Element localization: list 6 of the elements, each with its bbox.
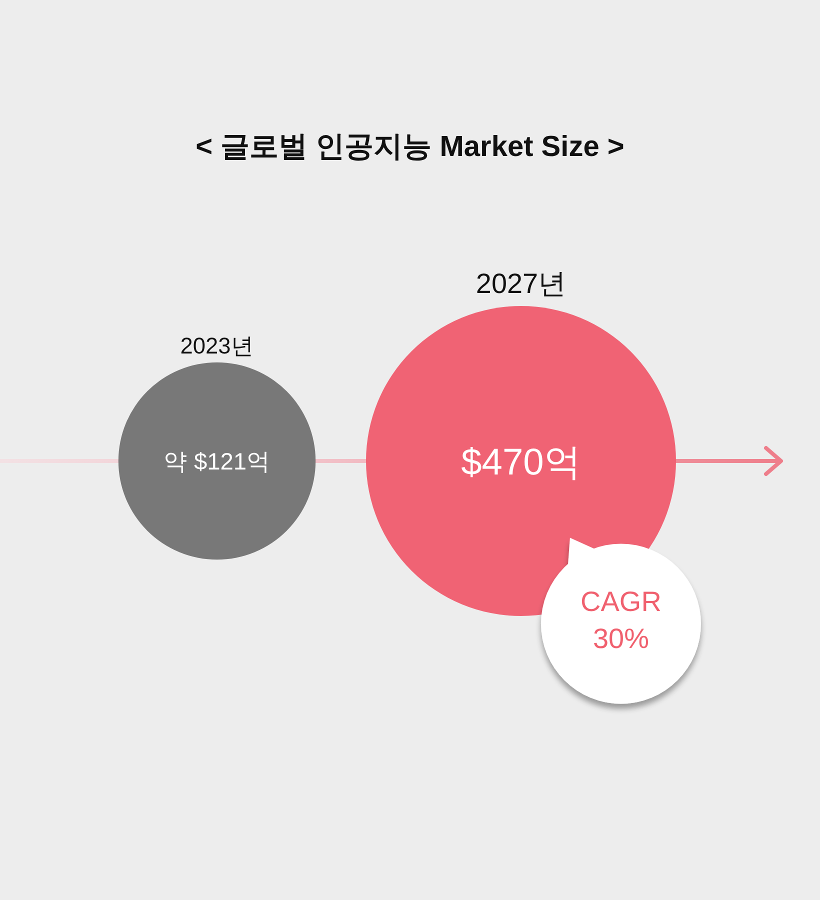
data-label: $470억 (461, 440, 581, 482)
category-label: 2027년 (476, 268, 566, 300)
data-label: 약 $121억 (163, 450, 271, 476)
category-label: 2023년 (180, 332, 254, 358)
text: < 글로벌 인공지능 Market Size > (196, 131, 624, 163)
text: CAGR 30% (580, 586, 662, 654)
